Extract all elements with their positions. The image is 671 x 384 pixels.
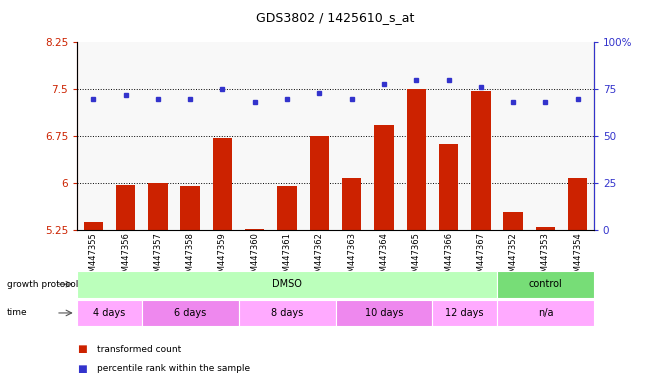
Bar [277,187,297,230]
Bar [77,271,497,298]
Bar [336,300,432,326]
Bar [535,227,555,230]
Bar [142,300,239,326]
Bar [213,137,232,230]
Bar [342,178,362,230]
Bar [471,91,491,230]
Text: 6 days: 6 days [174,308,206,318]
Text: 4 days: 4 days [93,308,125,318]
Text: 12 days: 12 days [446,308,484,318]
Text: DMSO: DMSO [272,279,302,289]
Bar [245,228,264,230]
Text: time: time [7,308,28,318]
Text: percentile rank within the sample: percentile rank within the sample [97,364,250,373]
Text: 8 days: 8 days [271,308,303,318]
Text: control: control [529,279,562,289]
Text: 10 days: 10 days [365,308,403,318]
Bar [148,184,168,230]
Text: ■: ■ [77,344,87,354]
Text: n/a: n/a [537,308,553,318]
Text: transformed count: transformed count [97,345,182,354]
Bar [116,185,136,230]
Bar [310,136,329,230]
Text: ■: ■ [77,364,87,374]
Bar [497,300,594,326]
Bar [84,222,103,230]
Bar [439,144,458,230]
Bar [497,271,594,298]
Bar [407,89,426,230]
Bar [503,212,523,230]
Bar [239,300,336,326]
Bar [568,178,587,230]
Bar [374,125,394,230]
Text: growth protocol: growth protocol [7,280,78,289]
Bar [432,300,497,326]
Bar [180,187,200,230]
Text: GDS3802 / 1425610_s_at: GDS3802 / 1425610_s_at [256,12,415,25]
Bar [77,300,142,326]
